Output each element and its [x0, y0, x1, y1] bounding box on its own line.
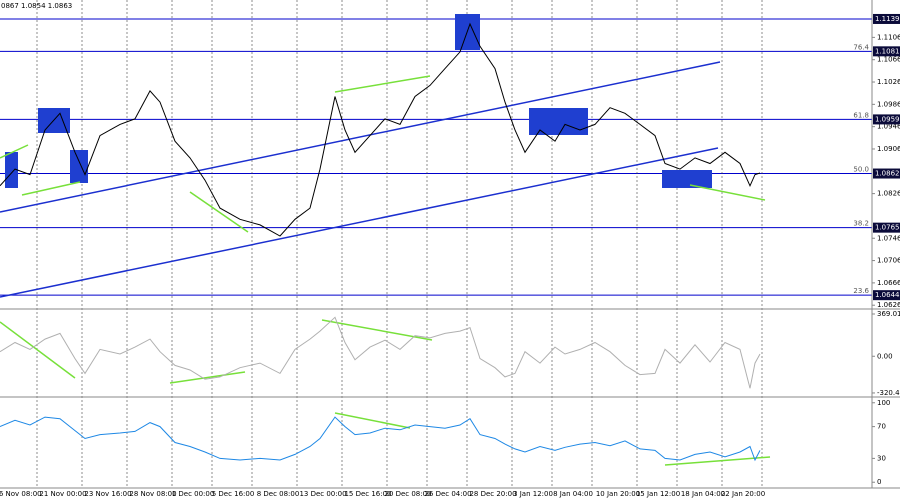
y-tick-label: 70 [877, 423, 886, 431]
fib-label: 23.6 [853, 287, 869, 295]
price-line [0, 316, 761, 389]
price-box-label: 1.0765 [875, 224, 900, 232]
divergence-line [689, 184, 766, 201]
y-tick-label: 0.00 [877, 352, 893, 360]
divergence-line [664, 456, 771, 466]
x-tick-label: 16 Nov 08:00 [0, 490, 42, 498]
x-tick-label: 3 Jan 12:00 [513, 490, 553, 498]
divergence-line [21, 181, 81, 196]
price-box-label: 1.1081 [875, 47, 900, 55]
channel-line [0, 147, 719, 298]
price-box [873, 114, 900, 125]
price-box [873, 13, 900, 24]
price-box [873, 46, 900, 57]
x-tick-label: 15 Dec 16:00 [344, 490, 391, 498]
y-tick-label: 1.0706 [877, 257, 900, 265]
y-tick-label: 1.0746 [877, 234, 900, 242]
x-tick-label: 1 Dec 00:00 [172, 490, 215, 498]
y-tick-label: 369.0199 [877, 310, 900, 318]
fib-label: 61.8 [853, 111, 869, 119]
zone-box [662, 170, 712, 188]
x-tick-label: 10 Jan 20:00 [596, 490, 640, 498]
annotations [0, 14, 771, 466]
x-tick-label: 21 Nov 00:00 [39, 490, 86, 498]
x-tick-label: 18 Jan 04:00 [681, 490, 725, 498]
zone-box [70, 150, 88, 183]
price-line [0, 416, 761, 462]
x-tick-label: 5 Dec 16:00 [212, 490, 255, 498]
price-box [873, 168, 900, 179]
y-tick-label: 1.1066 [877, 56, 900, 64]
quote-header: 0867 1.0854 1.0863 [1, 2, 72, 10]
x-tick-label: 23 Nov 16:00 [84, 490, 131, 498]
x-tick-label: 28 Nov 08:00 [129, 490, 176, 498]
x-tick-label: 20 Dec 08:00 [384, 490, 431, 498]
fib-label: 76.4 [853, 43, 869, 51]
grid [0, 0, 872, 488]
zone-box [5, 152, 18, 188]
price-box [873, 222, 900, 233]
y-tick-label: 0 [877, 478, 881, 486]
fib-label: 50.0 [853, 166, 869, 174]
y-tick-label: -320.408 [877, 389, 900, 397]
divergence-line [189, 191, 249, 233]
x-tick-label: 15 Jan 12:00 [636, 490, 680, 498]
y-tick-label: 1.0666 [877, 279, 900, 287]
fib-label: 38.2 [853, 220, 869, 228]
y-tick-label: 30 [877, 454, 886, 462]
y-tick-label: 1.0826 [877, 190, 900, 198]
y-tick-label: 100 [877, 399, 890, 407]
x-tick-label: 8 Dec 08:00 [257, 490, 300, 498]
plot [0, 22, 761, 462]
price-box [873, 290, 900, 301]
price-box-label: 1.0959 [875, 115, 900, 123]
price-box-label: 1.1139 [875, 15, 900, 23]
x-tick-label: 26 Dec 04:00 [424, 490, 471, 498]
y-tick-label: 1.0906 [877, 145, 900, 153]
channel-line [0, 61, 721, 213]
divergence-line [334, 75, 431, 93]
x-tick-label: 8 Jan 04:00 [553, 490, 593, 498]
x-tick-label: 13 Dec 00:00 [299, 490, 346, 498]
divergence-line [0, 144, 29, 159]
divergence-line [0, 321, 76, 379]
y-tick-label: 1.0986 [877, 100, 900, 108]
y-tick-label: 1.1106 [877, 33, 900, 41]
y-tick-label: 1.1026 [877, 78, 900, 86]
zone-box [529, 108, 588, 135]
divergence-line [169, 371, 246, 384]
x-tick-label: 28 Dec 20:00 [469, 490, 516, 498]
y-tick-label: 1.0626 [877, 301, 900, 309]
divergence-line [334, 412, 411, 429]
x-tick-label: 22 Jan 20:00 [721, 490, 765, 498]
price-box-label: 1.0862 [875, 170, 900, 178]
price-line [0, 22, 761, 237]
y-tick-label: 1.0946 [877, 123, 900, 131]
price-box-label: 1.0644 [875, 291, 900, 299]
